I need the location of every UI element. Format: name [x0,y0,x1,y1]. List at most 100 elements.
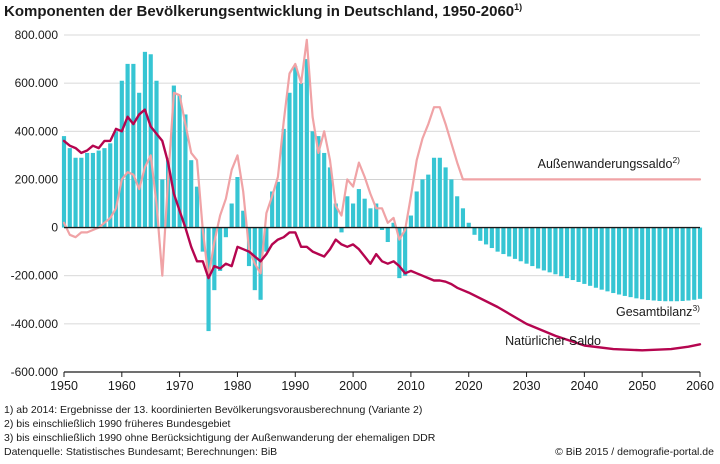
bar [657,227,662,301]
bar [426,174,431,228]
x-tick-label: 1970 [166,379,194,393]
x-tick-label: 1960 [108,379,136,393]
bar [593,227,599,288]
bar [345,196,350,228]
bar [408,215,413,228]
bar [403,227,408,276]
bar [437,157,442,228]
label-gesamtbilanz: Gesamtbilanz3) [616,303,700,319]
bar [379,227,385,230]
bar [85,152,90,228]
chart-svg: 800.000 600.000 400.000 200.000 0 -200.000 -40… [11,28,714,393]
footnote-1: 1) ab 2014: Ergebnisse der 13. koordinie… [4,404,423,416]
x-tick-label: 2020 [455,379,483,393]
bar [431,157,437,228]
bar [374,203,379,228]
chart-title: Komponenten der Bevölkerungsentwicklung … [4,2,522,20]
label-natuerlicher-saldo: Natürlicher Saldo [505,334,601,348]
bar [356,189,361,228]
bar [512,227,518,259]
bar [339,227,344,233]
bar [61,136,67,228]
bar [189,160,194,228]
footnote-2: 2) bis einschließlich 1990 früheres Bund… [4,418,231,430]
bar [628,227,633,298]
bar [298,83,304,228]
x-tick-label: 2040 [570,379,598,393]
bar-series-gesamtbilanz [61,51,703,332]
bar [495,227,500,252]
chart-title-text: Komponenten der Bevölkerungsentwicklung … [4,3,515,20]
y-tick-label: 0 [51,221,58,235]
line-aussenwanderungssaldo [62,38,702,280]
bar [252,227,257,291]
bar [483,227,489,245]
bar [501,227,506,255]
bar [96,150,101,228]
bar [385,227,390,243]
bar [67,148,72,228]
bar [697,227,703,299]
bar [536,227,541,269]
bar [466,222,471,228]
x-tick-label: 2060 [686,379,714,393]
bar [241,210,246,228]
bar [472,227,477,235]
bar [194,186,200,228]
bar [524,227,529,264]
bar [489,227,494,249]
bar [177,95,182,228]
y-tick-label: -400.000 [11,317,59,331]
copyright-note: © BiB 2015 / demografie-portal.de [555,446,714,458]
bar [316,136,321,228]
bar [616,227,622,295]
bar [206,227,211,332]
bar [455,196,460,228]
chart-title-footnote-mark: 1) [514,2,523,12]
bar [553,227,558,275]
bar [634,227,639,299]
x-tick-label: 1950 [50,379,78,393]
bar [333,203,338,228]
bar [663,227,668,302]
bar [443,167,448,228]
bar [223,227,228,238]
bar [564,227,570,279]
bar [391,222,396,228]
bar [507,227,512,257]
bar [680,227,685,301]
axes: 800.000 600.000 400.000 200.000 0 -200.000 -40… [11,28,714,393]
bar [674,227,679,302]
bar [518,227,523,262]
bar [212,227,217,291]
bar [588,227,593,286]
bar [460,208,466,228]
bar [310,131,315,228]
x-tick-label: 1980 [224,379,252,393]
bar [669,227,674,302]
bar [530,227,535,267]
bar [281,128,286,228]
bar [559,227,564,277]
x-tick-label: 2000 [339,379,367,393]
bar [547,227,552,273]
y-tick-label: 400.000 [15,124,59,138]
bar [611,227,616,294]
bar [229,203,234,228]
bar [686,227,691,301]
bar [478,227,483,241]
bar [327,167,333,228]
bar [275,181,281,228]
bar [397,227,402,279]
bar [449,179,454,228]
bar [645,227,651,301]
bar [322,152,327,228]
y-tick-label: 800.000 [15,28,59,42]
bar [570,227,575,281]
bar [293,66,298,228]
bar [183,114,188,228]
bar [113,131,119,228]
bar [90,152,95,228]
bar [651,227,656,301]
y-tick-label: 600.000 [15,76,59,90]
